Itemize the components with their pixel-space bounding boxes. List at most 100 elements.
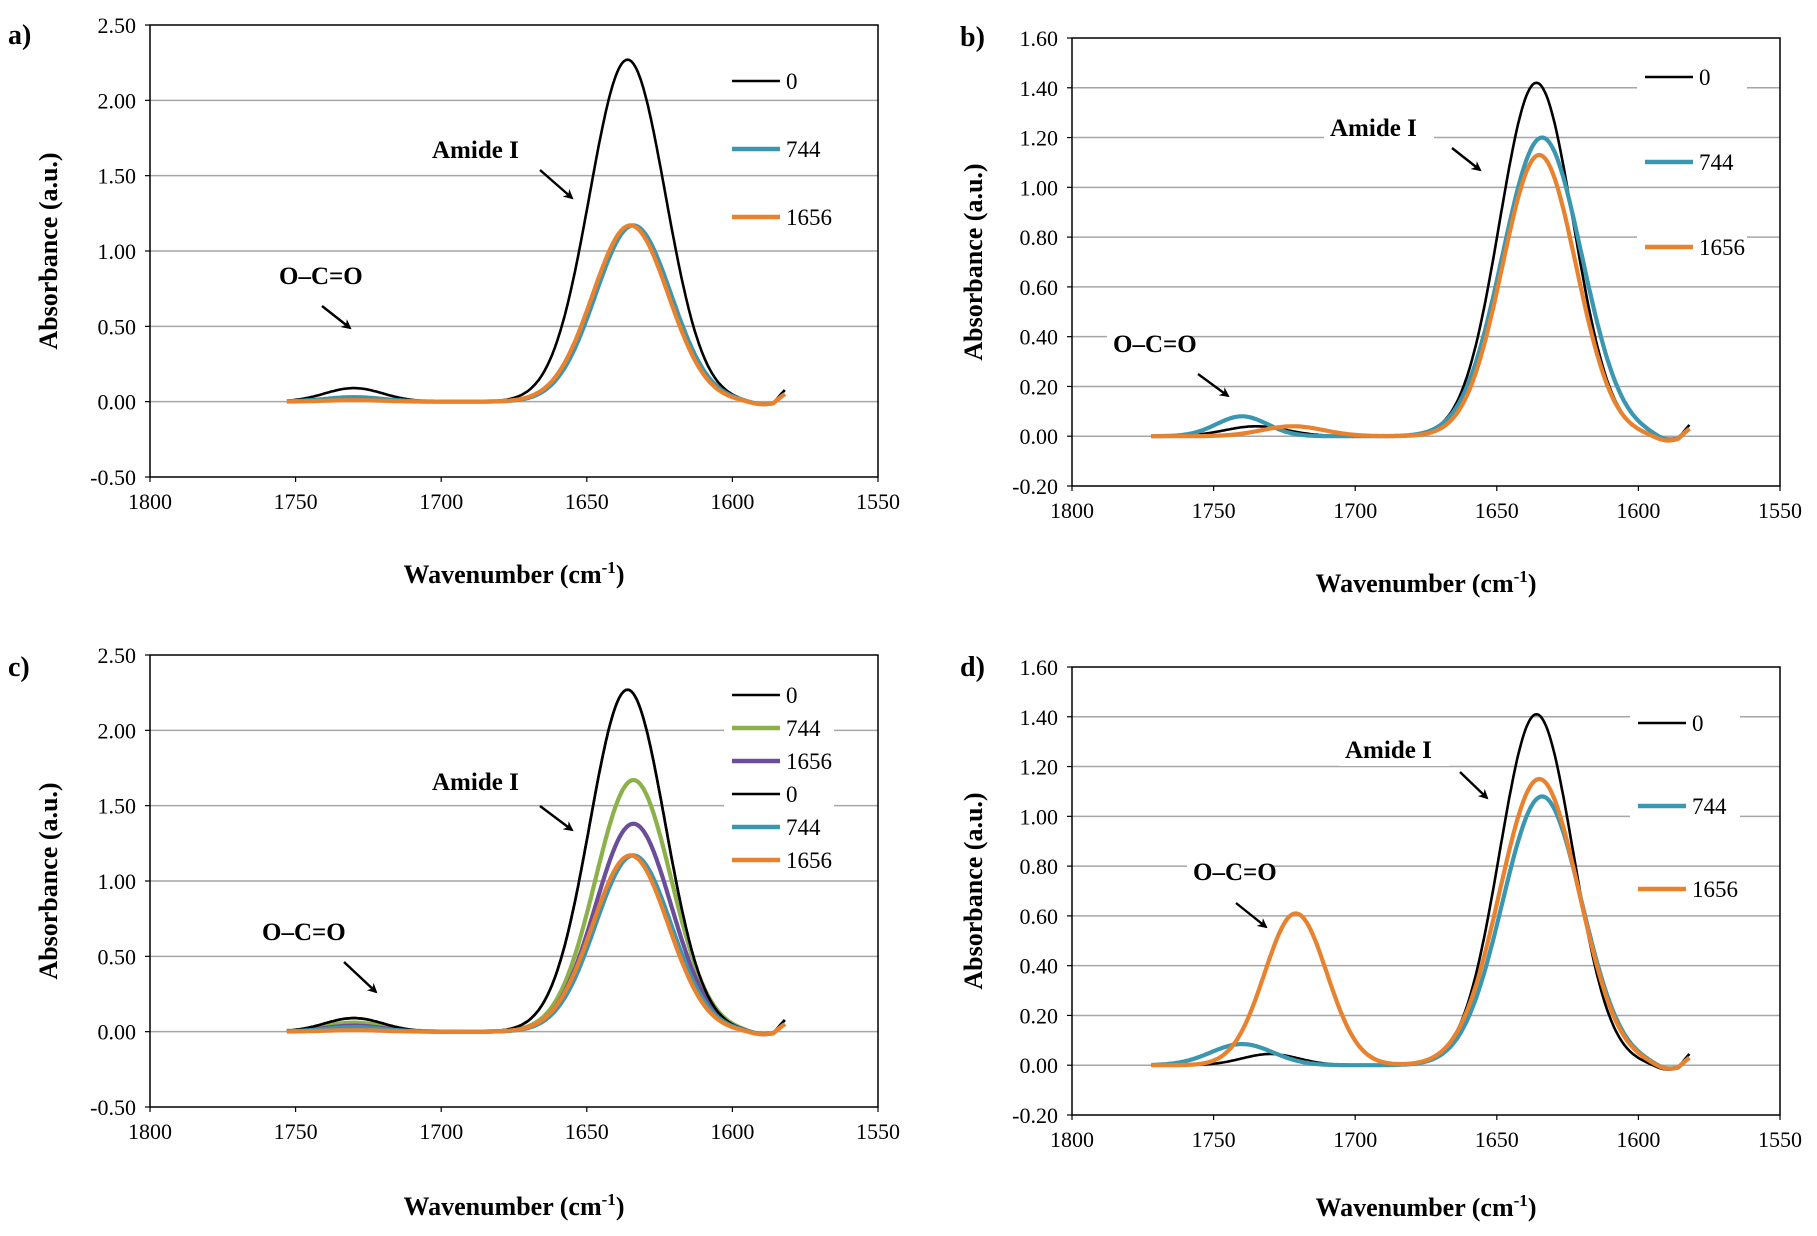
y-tick-label: -0.20 [1012,1103,1058,1128]
annotation-background [426,134,536,166]
x-tick-label: 1800 [128,489,172,514]
x-tick-label: 1700 [419,1119,463,1144]
x-tick-label: 1650 [565,489,609,514]
legend-background [724,683,834,711]
y-tick-label: 0.20 [1020,1003,1059,1028]
legend-label: 0 [1699,65,1711,90]
x-axis-title: Wavenumber (cm-1) [1316,1191,1537,1222]
legend-label: 744 [1692,794,1727,819]
series-line-0 [286,688,786,1036]
series-line-1656 [286,853,787,1037]
y-tick-label: 0.40 [1020,954,1059,979]
series-line-744 [1150,794,1691,1071]
legend-background [1637,65,1747,93]
annotation-background [273,260,355,292]
y-tick-label: 0.50 [98,314,137,339]
y-axis-title: Absorbance (a.u.) [959,792,988,989]
x-axis-title-close: ) [1528,1193,1537,1222]
series-line-0 [1151,713,1691,1071]
plot-area [1071,37,1781,487]
y-tick-label: 2.00 [98,718,137,743]
annotation-background [1324,112,1434,144]
annotation-label: Amide I [1345,737,1432,764]
y-tick-label: 0.80 [1020,225,1059,250]
x-tick-label: 1800 [1050,498,1094,523]
annotation-arrow [321,305,352,330]
series-line-1656 [1150,152,1691,443]
annotation-background [426,766,536,798]
legend-label: 744 [1699,150,1734,175]
panel-label: d) [960,652,985,683]
x-axis-title-main: Wavenumber (cm [1316,1193,1514,1222]
x-tick-label: 1550 [856,1119,900,1144]
y-tick-label: 0.20 [1020,374,1059,399]
legend-background [724,69,834,97]
plot-area [1071,666,1781,1116]
legend-label: 1656 [786,205,832,230]
y-tick-label: 1.50 [98,794,137,819]
y-tick-label: 1.50 [98,164,137,189]
y-tick-label: 1.40 [1020,705,1059,730]
chart-panel-2: -0.20 0.00 0.20 0.40 0.60 0.80 1.00 1.20 1.40 1.6… [959,22,1802,598]
legend-label: 744 [786,815,821,840]
x-tick-label: 1550 [1758,1127,1802,1152]
panel-label: b) [960,22,985,53]
x-tick-label: 1650 [565,1119,609,1144]
y-tick-label: -0.20 [1012,474,1058,499]
series-line-744 [286,853,787,1037]
y-tick-label: 1.00 [98,239,137,264]
x-axis-title-close: ) [1528,569,1537,598]
x-tick-label: 1750 [274,489,318,514]
annotation-label: O–C=O [262,919,346,946]
series-line-1656 [286,223,787,407]
y-tick-label: 1.60 [1020,655,1059,680]
series-line-744 [1150,135,1691,442]
annotation-label: O–C=O [1193,859,1277,886]
annotation-label: Amide I [1330,115,1417,142]
annotation-arrow [539,169,574,200]
annotation-arrow [539,805,574,832]
y-tick-label: 1.60 [1020,26,1059,51]
y-tick-label: 0.00 [98,390,137,415]
x-axis-title-superscript: -1 [1514,567,1528,586]
x-axis-title: Wavenumber (cm-1) [404,1190,625,1221]
legend-label: 1656 [1699,235,1745,260]
legend-label: 1656 [786,848,832,873]
legend-background [724,782,834,810]
x-tick-label: 1600 [710,1119,754,1144]
x-tick-label: 1550 [856,489,900,514]
annotation-arrow [1459,771,1489,800]
y-tick-label: -0.50 [90,465,136,490]
x-tick-label: 1800 [1050,1127,1094,1152]
chart-panel-1: -0.50 0.00 0.50 1.00 1.50 2.00 2.50 1800 1750 170… [8,13,900,589]
y-tick-label: 0.00 [1020,424,1059,449]
series-line-0 [286,58,786,406]
x-axis-title-superscript: -1 [602,1190,616,1209]
legend-label: 744 [786,716,821,741]
y-tick-label: 1.00 [98,869,137,894]
x-tick-label: 1700 [419,489,463,514]
x-tick-label: 1600 [710,489,754,514]
x-axis-title-main: Wavenumber (cm [404,560,602,589]
panel-label: c) [8,652,30,683]
series-line-0 [286,688,786,1036]
legend-label: 0 [786,782,798,807]
x-axis-title: Wavenumber (cm-1) [404,558,625,589]
y-tick-label: 1.00 [1020,175,1059,200]
x-axis-title-superscript: -1 [602,558,616,577]
y-tick-label: 0.00 [98,1020,137,1045]
y-tick-label: 1.40 [1020,76,1059,101]
annotation-background [1107,328,1189,360]
legend-label: 0 [1692,711,1704,736]
y-tick-label: 2.50 [98,13,137,38]
legend-label: 744 [786,137,821,162]
x-axis-title: Wavenumber (cm-1) [1316,567,1537,598]
x-axis-title-superscript: -1 [1514,1191,1528,1210]
annotation-label: O–C=O [1113,331,1197,358]
x-axis-title-main: Wavenumber (cm [404,1192,602,1221]
x-axis-title-main: Wavenumber (cm [1316,569,1514,598]
annotation-label: Amide I [432,769,519,796]
annotation-label: Amide I [432,137,519,164]
x-tick-label: 1550 [1758,498,1802,523]
